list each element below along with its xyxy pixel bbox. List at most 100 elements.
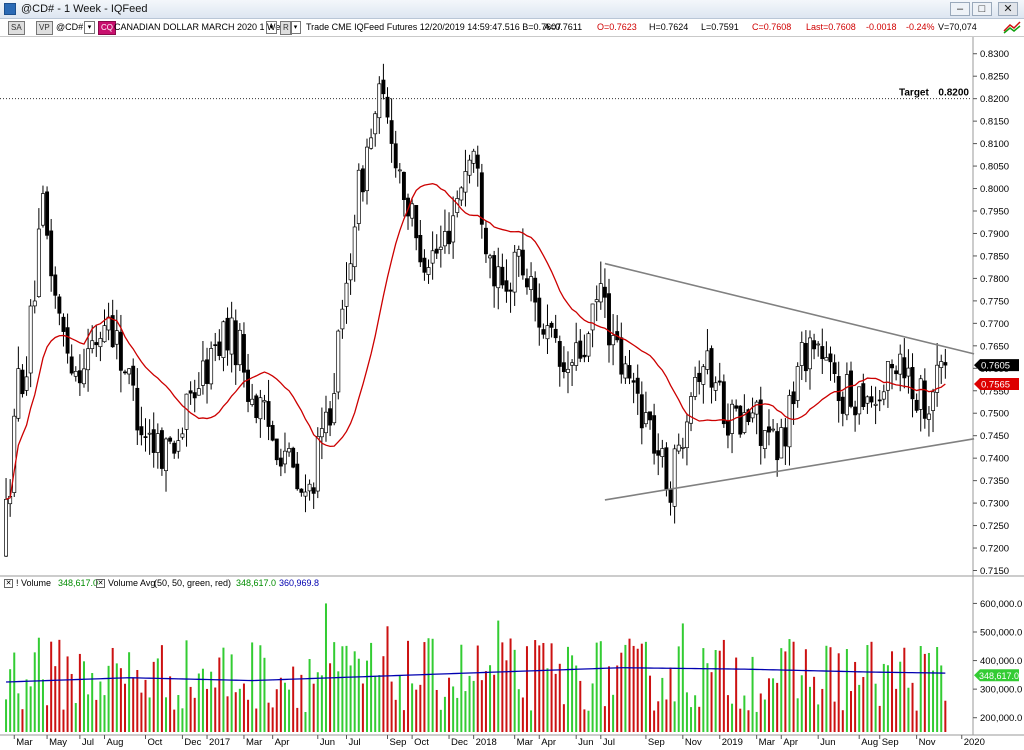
volume-bar <box>255 708 258 732</box>
signal-arrows-icon[interactable] <box>1002 19 1022 35</box>
close-button[interactable]: ✕ <box>998 2 1018 16</box>
volume-bar <box>878 705 881 732</box>
candle-body <box>430 250 435 264</box>
contract-description: CANADIAN DOLLAR MARCH 2020 1 Week <box>114 22 290 32</box>
candle-body <box>147 432 152 435</box>
volume-bar <box>825 645 828 732</box>
candle-body <box>20 369 25 395</box>
target-value-label: 0.8200 <box>938 88 969 99</box>
time-axis-label: Mar <box>16 737 32 748</box>
maximize-button[interactable]: □ <box>972 2 992 16</box>
candle-body <box>196 388 201 396</box>
volume-bar <box>923 653 926 732</box>
volume-bar <box>230 654 233 732</box>
sa-tag[interactable]: SA <box>8 21 25 35</box>
candle-body <box>652 415 657 454</box>
candle-body <box>894 370 899 375</box>
volume-bar <box>480 680 483 732</box>
volume-bar <box>54 666 57 732</box>
volume-toggle-checkbox[interactable]: ✕ <box>4 579 13 588</box>
r-dropdown[interactable]: ▾ <box>290 21 301 34</box>
volume-bar <box>718 650 721 732</box>
volume-bar <box>772 678 775 732</box>
time-axis-label: Oct <box>414 737 429 748</box>
candle-body <box>299 488 304 493</box>
volume-axis-label: 500,000.0 <box>980 628 1022 639</box>
last-price: Last=0.7608 <box>806 22 856 32</box>
volume-bar <box>431 638 434 732</box>
volume-bar <box>300 674 303 732</box>
volume-bar <box>632 645 635 732</box>
candle-body <box>143 436 148 438</box>
volume-bar <box>160 645 163 732</box>
vp-tag[interactable]: VP <box>36 21 53 35</box>
volume-bar <box>808 686 811 732</box>
volume-bar <box>74 703 77 732</box>
candle-body <box>705 350 710 370</box>
time-axis-label: Apr <box>541 737 556 748</box>
ask-price: A=0.7611 <box>544 22 583 32</box>
volume-bar <box>341 646 344 732</box>
candle-body <box>12 415 17 493</box>
candle-body <box>377 83 382 119</box>
volume-bar <box>152 661 155 732</box>
candle-body <box>516 249 521 257</box>
candle-body <box>447 230 451 245</box>
volume-bar <box>706 663 709 732</box>
minimize-button[interactable]: – <box>950 2 970 16</box>
candle-body <box>488 255 493 259</box>
candle-body <box>840 396 845 414</box>
candle-body <box>750 412 755 419</box>
candle-body <box>114 330 119 345</box>
volume-bar <box>796 698 799 732</box>
last-price-label: 0.7605 <box>981 361 1010 372</box>
interval-dropdown[interactable]: ▾ <box>266 21 277 34</box>
volume-bar <box>817 704 820 732</box>
candle-body <box>795 366 800 401</box>
price-axis-label: 0.8250 <box>980 72 1009 83</box>
volume-total: V=70,074 <box>938 22 977 32</box>
percent-change: -0.24% <box>906 22 935 32</box>
volume-bar <box>903 647 906 732</box>
volume-bar <box>620 652 623 732</box>
r-tag[interactable]: R <box>280 21 292 35</box>
volume-avg-value: 348,617.0 <box>236 578 277 588</box>
candle-body <box>94 342 99 346</box>
price-axis-label: 0.7550 <box>980 386 1009 397</box>
volume-bar <box>624 644 627 732</box>
volume-bar <box>357 658 360 732</box>
volume-bar <box>603 706 606 732</box>
volume-last-label: 348,617.0 <box>979 671 1019 681</box>
volume-bar <box>456 697 459 732</box>
symbol-dropdown[interactable]: ▾ <box>84 21 95 34</box>
ma-value-marker <box>974 378 1019 391</box>
volume-bar <box>936 647 939 732</box>
candle-body <box>110 315 115 348</box>
volume-avg-toggle-checkbox[interactable]: ✕ <box>96 579 105 588</box>
price-axis-label: 0.8300 <box>980 49 1009 60</box>
candle-body <box>824 357 829 361</box>
volume-bar <box>661 677 664 732</box>
candle-body <box>467 159 472 176</box>
volume-bar <box>206 688 209 732</box>
candle-body <box>336 330 341 393</box>
volume-bar <box>731 703 734 732</box>
candle-body <box>873 403 878 406</box>
volume-bar <box>858 684 861 732</box>
candle-body <box>168 437 173 442</box>
candle-body <box>689 396 693 424</box>
volume-bar <box>464 691 467 732</box>
volume-bar <box>698 706 701 732</box>
volume-bar <box>932 670 935 732</box>
volume-bar <box>435 689 438 732</box>
candle-body <box>237 329 242 366</box>
volume-bar <box>788 639 791 732</box>
candle-body <box>360 168 365 193</box>
candle-body <box>291 447 296 468</box>
volume-bar <box>386 626 389 732</box>
volume-bar <box>448 677 451 732</box>
cq-tag[interactable]: CQ <box>98 21 116 35</box>
candle-body <box>176 440 181 452</box>
candle-body <box>791 391 796 405</box>
